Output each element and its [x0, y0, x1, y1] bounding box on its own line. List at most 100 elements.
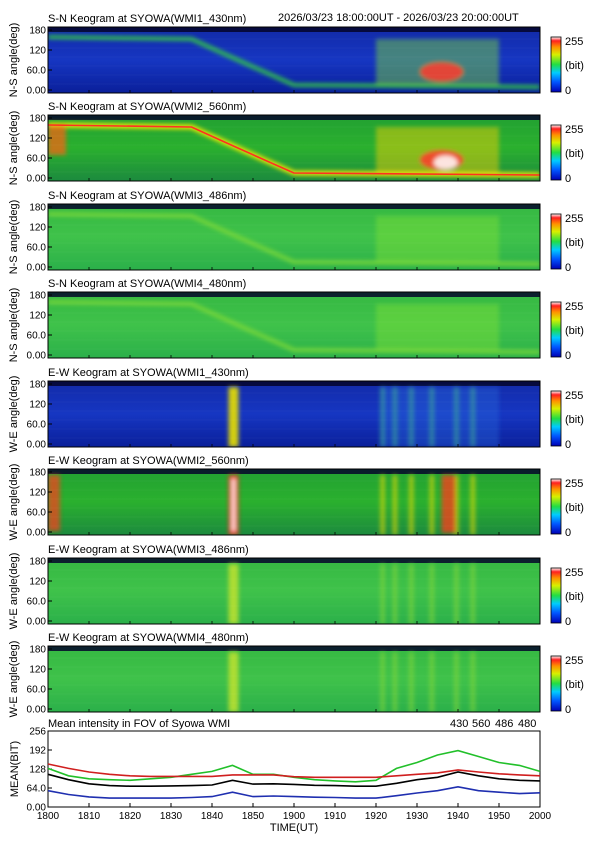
colorbar-unit: (bit) — [565, 502, 584, 514]
x-tick-label: 1910 — [324, 811, 347, 822]
keogram-panel: S-N Keogram at SYOWA(WMI4_480nm)180 120 60… — [8, 278, 584, 362]
y-tick-label: 180 — [29, 291, 46, 302]
chart-legend: 430 560 486 480 — [450, 718, 536, 730]
y-axis-label: N-S angle(deg) — [8, 288, 20, 363]
x-tick-label: 1830 — [160, 811, 183, 822]
colorbar: 255 (bit) 0 — [550, 124, 584, 185]
y-axis-label: N-S angle(deg) — [8, 23, 20, 98]
y-axis-label: W-E angle(deg) — [8, 464, 20, 541]
keogram-panel: S-N Keogram at SYOWA(WMI3_486nm)180 120 60… — [8, 190, 584, 274]
y-tick-label: 60.0 — [27, 154, 47, 165]
x-tick-label: 1850 — [242, 811, 265, 822]
y-tick-label: 120 — [29, 311, 46, 322]
y-tick-label: 0.00 — [27, 440, 47, 451]
chart-title: Mean intensity in FOV of Syowa WMI — [48, 718, 230, 730]
keogram-image — [48, 558, 540, 624]
colorbar-max: 255 — [565, 567, 583, 579]
y-tick-label: 180 — [29, 468, 46, 479]
y-tick-label: 180 — [29, 114, 46, 125]
panel-title: S-N Keogram at SYOWA(WMI2_560nm) — [48, 101, 246, 113]
keogram-panel: E-W Keogram at SYOWA(WMI2_560nm)180 120 60… — [8, 455, 584, 540]
y-tick-label: 120 — [29, 665, 46, 676]
x-tick-label: 1950 — [488, 811, 511, 822]
x-axis-label: TIME(UT) — [270, 822, 318, 834]
keogram-image — [48, 115, 540, 181]
y-tick-label: 60.0 — [27, 420, 47, 431]
colorbar-max: 255 — [565, 390, 583, 402]
keogram-image — [48, 292, 540, 358]
y-tick-label: 180 — [29, 203, 46, 214]
panel-title: E-W Keogram at SYOWA(WMI3_486nm) — [48, 544, 249, 556]
x-tick-label: 1810 — [78, 811, 101, 822]
colorbar: 255 (bit) 0 — [550, 390, 584, 451]
keogram-image — [48, 27, 540, 93]
colorbar: 255 (bit) 0 — [550, 567, 584, 628]
colorbar: 255 (bit) 0 — [550, 213, 584, 274]
panel-title: S-N Keogram at SYOWA(WMI4_480nm) — [48, 278, 246, 290]
y-axis-label: N-S angle(deg) — [8, 111, 20, 186]
y-tick-label: 0.00 — [27, 174, 47, 185]
x-tick-label: 1920 — [365, 811, 388, 822]
colorbar-unit: (bit) — [565, 679, 584, 691]
colorbar: 255 (bit) 0 — [550, 36, 584, 97]
series-line-486 — [47, 763, 541, 779]
y-tick-label: 64.0 — [27, 784, 47, 795]
x-tick-label: 1930 — [406, 811, 429, 822]
colorbar: 255 (bit) 0 — [550, 478, 584, 539]
colorbar-unit: (bit) — [565, 237, 584, 249]
y-tick-label: 120 — [29, 488, 46, 499]
keogram-image — [48, 469, 540, 535]
colorbar-min: 0 — [565, 704, 571, 716]
colorbar-min: 0 — [565, 85, 571, 97]
colorbar-unit: (bit) — [565, 591, 584, 603]
colorbar-unit: (bit) — [565, 414, 584, 426]
y-tick-label: 60.0 — [27, 243, 47, 254]
y-tick-label: 0.00 — [27, 263, 47, 274]
y-axis-label: W-E angle(deg) — [8, 553, 20, 630]
keogram-panel: E-W Keogram at SYOWA(WMI3_486nm)180 120 60… — [8, 544, 584, 629]
keogram-panel: S-N Keogram at SYOWA(WMI2_560nm)180 120 60… — [8, 101, 584, 185]
y-tick-label: 120 — [29, 577, 46, 588]
keogram-panel: E-W Keogram at SYOWA(WMI1_430nm)180 120 60… — [8, 367, 584, 452]
x-tick-label: 2000 — [529, 811, 552, 822]
y-tick-label: 192 — [29, 746, 46, 757]
y-tick-label: 180 — [29, 380, 46, 391]
y-tick-label: 120 — [29, 46, 46, 57]
colorbar-min: 0 — [565, 616, 571, 628]
x-tick-label: 1800 — [37, 811, 60, 822]
y-tick-label: 0.00 — [27, 617, 47, 628]
panel-title: E-W Keogram at SYOWA(WMI1_430nm) — [48, 367, 249, 379]
mean-intensity-chart: Mean intensity in FOV of Syowa WMI 430 56… — [9, 718, 552, 834]
y-tick-label: 60.0 — [27, 66, 47, 77]
x-tick-label: 1900 — [283, 811, 306, 822]
y-tick-label: 0.00 — [27, 528, 47, 539]
colorbar-max: 255 — [565, 213, 583, 225]
colorbar-max: 255 — [565, 655, 583, 667]
colorbar: 255 (bit) 0 — [550, 655, 584, 716]
y-tick-label: 120 — [29, 223, 46, 234]
y-tick-label: 180 — [29, 557, 46, 568]
colorbar-max: 255 — [565, 124, 583, 136]
y-tick-label: 128 — [29, 765, 46, 776]
colorbar-min: 0 — [565, 350, 571, 362]
y-tick-label: 60.0 — [27, 508, 47, 519]
y-axis-label: N-S angle(deg) — [8, 200, 20, 275]
colorbar-min: 0 — [565, 262, 571, 274]
x-tick-label: 1840 — [201, 811, 224, 822]
colorbar-max: 255 — [565, 478, 583, 490]
panel-title: E-W Keogram at SYOWA(WMI4_480nm) — [48, 632, 249, 644]
colorbar: 255 (bit) 0 — [550, 301, 584, 362]
legend-label-480: 480 — [518, 718, 536, 730]
y-tick-label: 180 — [29, 26, 46, 37]
y-tick-label: 120 — [29, 134, 46, 145]
colorbar-unit: (bit) — [565, 60, 584, 72]
x-tick-label: 1820 — [119, 811, 142, 822]
y-axis-label: MEAN(BIT) — [9, 741, 21, 797]
y-tick-label: 0.00 — [27, 351, 47, 362]
y-tick-label: 60.0 — [27, 331, 47, 342]
colorbar-unit: (bit) — [565, 148, 584, 160]
colorbar-max: 255 — [565, 36, 583, 48]
legend-label-430: 430 — [450, 718, 468, 730]
series-line-480 — [47, 771, 541, 788]
